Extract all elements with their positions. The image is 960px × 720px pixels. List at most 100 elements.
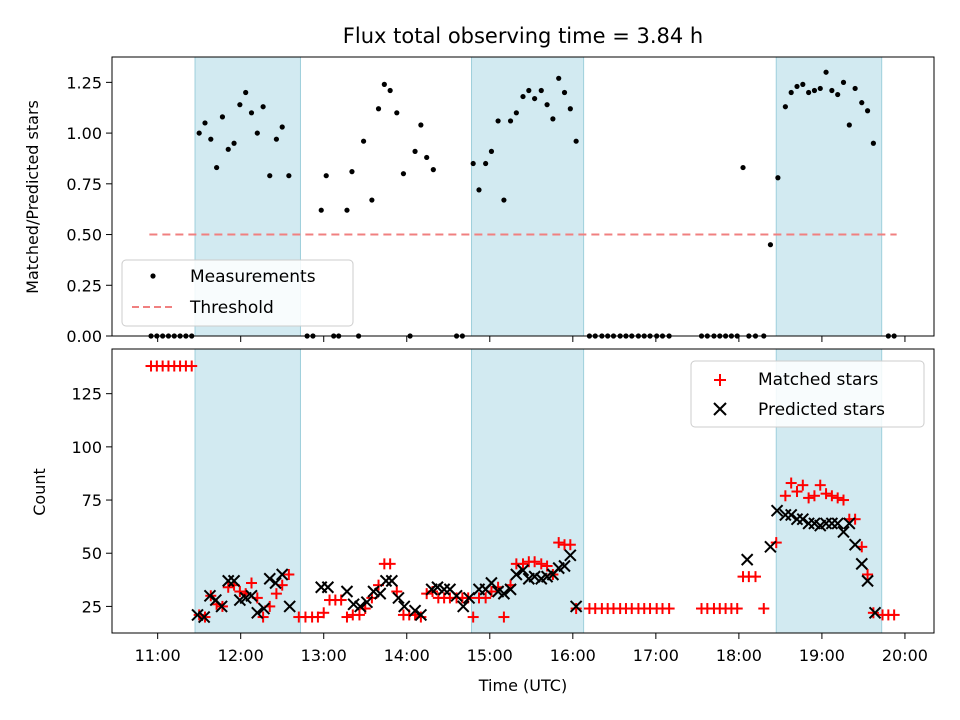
matched-star-point (867, 607, 879, 619)
measurement-point (424, 154, 430, 161)
measurement-point (829, 87, 835, 94)
predicted-star-point (855, 557, 868, 571)
measurement-point (488, 148, 495, 154)
measurement-point (567, 106, 573, 112)
matched-star-point (749, 571, 761, 583)
measurement-point (237, 102, 243, 108)
bottom-axes-frame (111, 348, 935, 634)
measurement-point (550, 116, 556, 122)
predicted-star-point (269, 576, 282, 590)
matched-star-point (517, 558, 529, 570)
measurement-point (538, 87, 544, 94)
measurement-point (248, 110, 255, 116)
top-legend: Measurements Threshold (121, 259, 354, 327)
predicted-star-point (245, 589, 258, 602)
measurement-point (561, 89, 568, 96)
predicted-star-point (770, 504, 784, 517)
predicted-star-point (779, 508, 792, 522)
measurement-point (852, 85, 858, 92)
matched-star-point (826, 490, 838, 502)
matched-star-point (570, 603, 582, 615)
matched-star-point (553, 537, 565, 549)
predicted-star-point (485, 576, 498, 590)
bottom-x-tick-label: 16:00 (550, 646, 596, 665)
predicted-stars-points (191, 504, 882, 624)
predicted-star-point (373, 587, 387, 600)
predicted-star-point (222, 574, 235, 588)
predicted-star-point (825, 517, 839, 530)
measurement-point (208, 136, 214, 142)
measurement-point (286, 173, 292, 179)
predicted-star-point (347, 598, 360, 611)
measurement-point (532, 95, 538, 102)
top-shaded-interval-2 (775, 56, 883, 337)
measurement-point (430, 167, 436, 173)
matched-star-point (257, 611, 269, 623)
measurement-point (823, 69, 829, 75)
measurement-point (476, 187, 482, 193)
bottom-x-tick-label: 11:00 (135, 646, 181, 665)
measurement-point (835, 91, 841, 98)
measurement-point (811, 87, 818, 94)
measurement-point (740, 164, 746, 171)
matched-star-point (797, 479, 809, 491)
predicted-star-point (528, 570, 541, 583)
measurement-point (556, 75, 562, 81)
measurement-point (225, 146, 231, 152)
predicted-star-point (848, 538, 862, 551)
measurement-point (381, 81, 387, 87)
matched-star-point (808, 490, 820, 502)
top-panel: 0.00 0.25 0.50 0.75 1.00 1.25 Matched/Predict… (23, 56, 935, 346)
predicted-star-point (251, 606, 264, 619)
measurement-point (840, 79, 847, 85)
matched-star-point (849, 513, 861, 525)
predicted-star-point (796, 512, 810, 526)
measurement-point (846, 122, 852, 128)
predicted-star-point (790, 512, 804, 526)
legend-predicted-label: Predicted stars (758, 400, 885, 420)
measurement-point (800, 81, 806, 87)
top-y-axis: 0.00 0.25 0.50 0.75 1.00 1.25 (66, 73, 112, 346)
legend-predicted-marker (713, 402, 727, 416)
predicted-star-point (837, 525, 850, 539)
measurement-point (788, 89, 794, 96)
matched-star-point (803, 492, 815, 504)
predicted-star-point (257, 602, 271, 615)
measurement-point (214, 164, 220, 171)
matched-star-point (480, 592, 492, 604)
measurement-point (767, 242, 774, 248)
predicted-star-point (450, 589, 463, 602)
bottom-y-tick-label: 125 (71, 385, 102, 404)
matched-star-point (234, 586, 246, 598)
predicted-star-point (283, 600, 296, 613)
top-y-tick-label: 0.25 (66, 276, 102, 295)
measurement-point (369, 197, 375, 203)
matched-star-point (731, 603, 743, 615)
bottom-x-tick-label: 17:00 (633, 646, 679, 665)
predicted-star-point (457, 600, 470, 613)
bottom-x-tick-label: 13:00 (301, 646, 347, 665)
measurement-point (513, 110, 519, 116)
matched-star-point (832, 492, 844, 504)
bottom-shaded-interval-1 (471, 348, 585, 634)
predicted-star-point (340, 585, 354, 598)
matched-star-point (663, 603, 675, 615)
matched-star-point (415, 611, 427, 623)
matched-star-point (283, 568, 295, 580)
measurement-point (859, 100, 865, 106)
top-x-ticks (157, 336, 906, 342)
matched-star-point (498, 611, 510, 623)
legend-matched-label: Matched stars (758, 370, 878, 390)
matched-star-point (529, 556, 541, 568)
matched-star-point (862, 568, 874, 580)
top-y-tick-label: 0.75 (66, 175, 102, 194)
bottom-y-tick-label: 75 (82, 491, 102, 510)
matched-star-point (384, 558, 396, 570)
measurement-point (394, 110, 400, 116)
predicted-star-point (569, 600, 583, 613)
predicted-star-point (191, 608, 204, 622)
measurement-point (219, 114, 226, 120)
predicted-star-point (385, 574, 399, 588)
predicted-star-point (497, 587, 511, 600)
